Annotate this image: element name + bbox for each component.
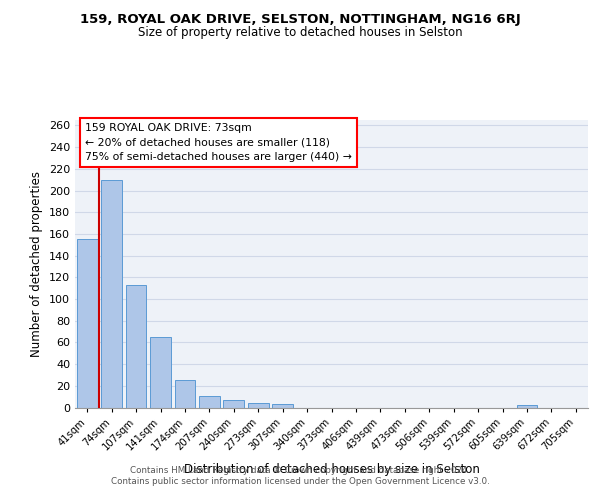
Text: 159 ROYAL OAK DRIVE: 73sqm
← 20% of detached houses are smaller (118)
75% of sem: 159 ROYAL OAK DRIVE: 73sqm ← 20% of deta… [85, 123, 352, 162]
Bar [101, 180, 122, 408]
Y-axis label: Number of detached properties: Number of detached properties [31, 171, 43, 357]
Text: Contains HM Land Registry data © Crown copyright and database right 2024.: Contains HM Land Registry data © Crown c… [130, 466, 470, 475]
Bar [517, 406, 538, 407]
Text: Size of property relative to detached houses in Selston: Size of property relative to detached ho… [137, 26, 463, 39]
Bar [150, 337, 171, 407]
Bar [272, 404, 293, 407]
Text: Contains public sector information licensed under the Open Government Licence v3: Contains public sector information licen… [110, 477, 490, 486]
Bar [77, 240, 98, 408]
Bar [125, 285, 146, 408]
Text: 159, ROYAL OAK DRIVE, SELSTON, NOTTINGHAM, NG16 6RJ: 159, ROYAL OAK DRIVE, SELSTON, NOTTINGHA… [80, 12, 520, 26]
X-axis label: Distribution of detached houses by size in Selston: Distribution of detached houses by size … [184, 464, 479, 476]
Bar [175, 380, 196, 407]
Bar [199, 396, 220, 407]
Bar [248, 403, 269, 407]
Bar [223, 400, 244, 407]
